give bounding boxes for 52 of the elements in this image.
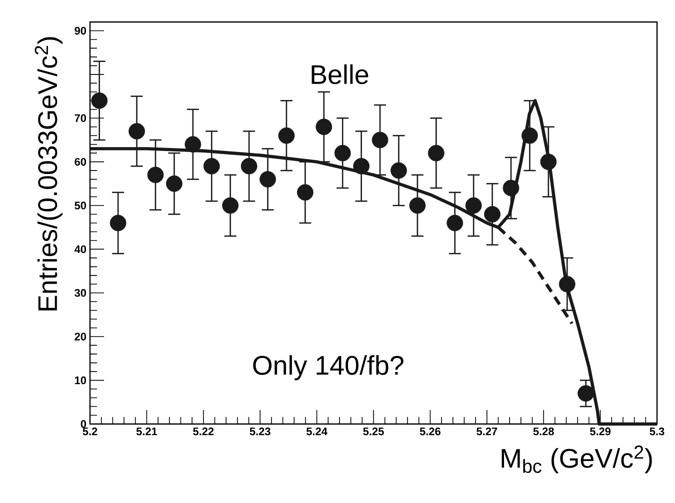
annotation: Only 140/fb? [253,355,404,380]
point [240,158,258,174]
x-tick-label: 5.2 [82,428,98,436]
point [260,171,276,188]
point [147,166,164,184]
point [203,158,220,174]
x-tick-label: 5.27 [476,428,498,436]
point [465,197,482,214]
y-axis-title: Entries/(0.0033GeV/c$^{2}$) [34,37,62,310]
x-tick-label: 5.24 [306,428,328,436]
y-tick-label: 40 [74,245,86,254]
point [540,154,557,170]
x-tick-label: 5.28 [533,428,554,436]
point [522,127,538,144]
point [316,118,332,136]
point [222,197,239,214]
point [502,180,520,196]
point [353,158,370,174]
point [91,92,108,109]
y-tick-label: 70 [74,114,86,122]
point [428,144,444,162]
y-tick-label: 0 [80,420,86,428]
point [409,197,426,214]
x-tick-label: 5.29 [590,428,611,436]
y-tick-label: 10 [74,376,86,384]
x-tick-label: 5.23 [250,428,270,436]
point [184,136,202,153]
x-tick-label: 5.25 [363,428,384,436]
line-series [496,226,574,326]
x-tick-label: 5.3 [650,428,664,436]
point [446,214,464,232]
point [128,123,145,140]
point [334,144,351,162]
x-axis-title: M$_{bc}$ (GeV/c$^{2}$) [502,446,652,474]
point [296,184,314,201]
point [166,175,182,192]
y-tick-label: 60 [74,158,86,166]
y-tick-label: 90 [74,26,86,35]
y-tick-label: 20 [74,332,86,340]
point [484,206,500,222]
x-tick-label: 5.21 [136,428,158,436]
y-tick-label: 30 [74,289,86,297]
point [372,132,388,148]
point [578,385,594,402]
point [278,127,295,144]
x-tick-label: 5.22 [193,428,214,436]
point [390,162,407,179]
annotation: Belle [312,64,368,84]
point [110,214,126,232]
x-tick-label: 5.26 [420,428,440,436]
y-tick-label: 50 [74,202,86,210]
point [558,276,576,292]
